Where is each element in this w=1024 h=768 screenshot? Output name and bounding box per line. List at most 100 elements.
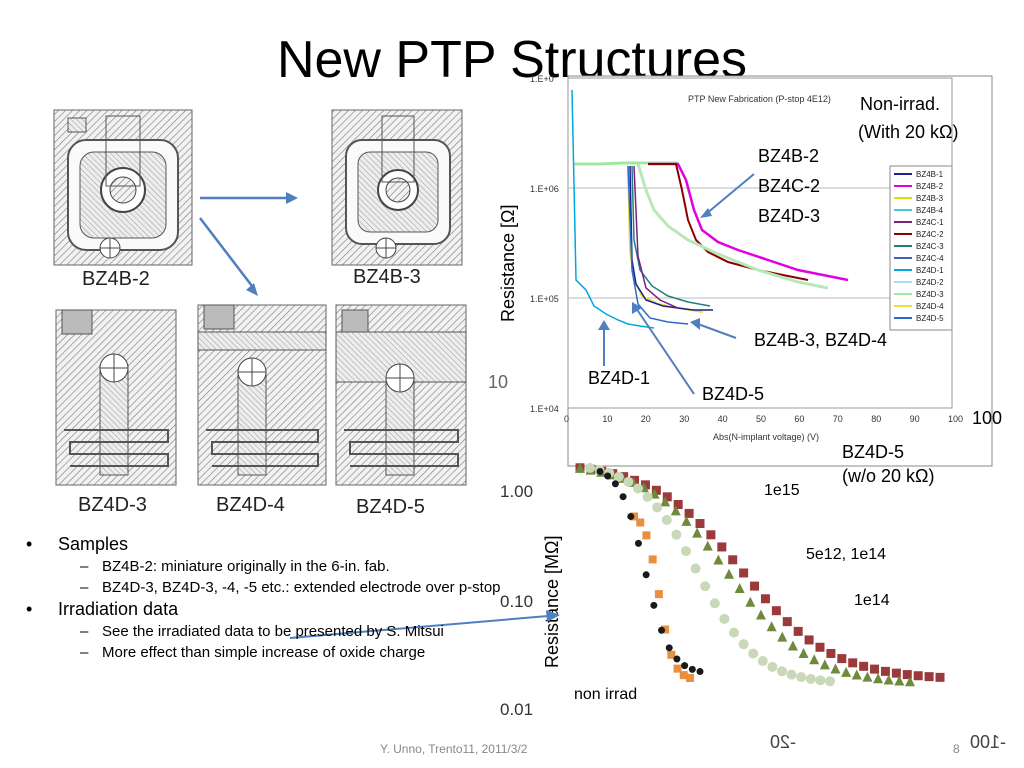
data-marker (804, 635, 814, 645)
data-marker (665, 644, 673, 652)
data-marker (642, 531, 651, 540)
data-marker (709, 598, 720, 609)
legend: BZ4B-1 BZ4B-2 BZ4B-3 BZ4B-4 BZ4C-1 BZ4C-2 BZ4C… (894, 170, 944, 323)
irradiated-data-markers (575, 462, 945, 687)
data-marker (848, 658, 858, 668)
data-marker (673, 499, 683, 509)
structure-label-bz4b-3: BZ4B-3 (353, 266, 421, 288)
legend-entry: BZ4D-4 (916, 302, 944, 311)
data-marker (611, 480, 619, 488)
annotation-bz4d-5-bottom: BZ4D-5 (842, 442, 905, 462)
data-marker (748, 648, 759, 659)
data-marker (815, 675, 826, 686)
annotation-1e14: 1e14 (854, 592, 890, 609)
x-tick-50: 50 (756, 414, 766, 424)
data-marker (695, 519, 705, 529)
data-marker (805, 673, 816, 684)
data-marker (894, 675, 905, 686)
data-marker (623, 476, 634, 487)
data-marker (777, 666, 787, 677)
x-tick-30: 30 (679, 414, 689, 424)
data-marker (681, 662, 689, 670)
data-marker (650, 601, 658, 609)
data-marker (613, 471, 624, 482)
top-resistance-plot: 1.E+0 1.E+06 1.E+05 1.E+04 0 10 20 30 40 50 60… (530, 74, 993, 467)
data-marker (777, 631, 788, 642)
data-marker (819, 659, 830, 670)
x-tick-70: 70 (833, 414, 843, 424)
annotation-with-20k: (With 20 kΩ) (858, 122, 959, 142)
data-marker (661, 625, 670, 634)
annotation-bz4b-2: BZ4B-2 (758, 146, 820, 166)
data-marker (719, 613, 730, 624)
y-tick-1e6: 1.E+06 (530, 184, 559, 194)
x-tick-100: 100 (948, 414, 963, 424)
data-marker (713, 554, 724, 565)
data-marker (662, 492, 672, 502)
data-marker (700, 581, 711, 592)
data-marker (825, 676, 835, 687)
data-marker (728, 555, 738, 565)
data-marker (642, 491, 653, 502)
data-marker (880, 666, 890, 676)
data-marker (692, 527, 703, 538)
data-marker (767, 661, 778, 672)
data-marker (809, 654, 820, 665)
data-marker (642, 571, 650, 579)
data-marker (786, 669, 797, 680)
data-marker (667, 650, 676, 659)
legend-entry: BZ4B-2 (916, 182, 944, 191)
x-tick-40: 40 (718, 414, 728, 424)
data-marker (935, 672, 945, 682)
structure-label-bz4d-3: BZ4D-3 (78, 494, 147, 516)
x-tick-0: 0 (564, 414, 569, 424)
data-marker (859, 661, 869, 671)
annotation-wo-20k: (w/o 20 kΩ) (842, 466, 935, 486)
data-marker (706, 530, 716, 540)
schematic-bz4d-4 (197, 304, 327, 486)
x-tick-10: 10 (602, 414, 612, 424)
data-marker (679, 671, 688, 680)
data-marker (724, 568, 735, 579)
bullet-samples-sub-1: BZ4B-2: miniature originally in the 6-in… (22, 557, 512, 576)
data-marker (681, 515, 692, 526)
data-marker (633, 483, 643, 494)
x-tick-60: 60 (794, 414, 804, 424)
annotation-5e12-1e14: 5e12, 1e14 (806, 546, 887, 563)
page-number: 8 (953, 742, 960, 756)
annotation-bz4c-2: BZ4C-2 (758, 176, 821, 196)
x-tick-90: 90 (910, 414, 920, 424)
x-ticks: 0 10 20 30 40 50 60 70 80 90 100 (564, 414, 963, 424)
data-marker (684, 508, 694, 518)
ptp-layout-schematics (53, 109, 467, 486)
data-marker (575, 462, 585, 473)
data-marker (891, 668, 901, 678)
data-marker (654, 590, 663, 599)
data-marker (924, 672, 934, 682)
data-marker (771, 606, 781, 616)
data-marker (658, 626, 666, 634)
x-tick-20: 20 (641, 414, 651, 424)
schematic-bz4d-5 (335, 304, 467, 486)
data-marker (717, 542, 727, 552)
data-marker (738, 639, 749, 650)
legend-entry: BZ4D-1 (916, 266, 944, 275)
legend-entry: BZ4C-2 (916, 230, 944, 239)
x-tick-80: 80 (871, 414, 881, 424)
data-marker (640, 480, 650, 490)
data-marker (905, 676, 915, 687)
legend-entry: BZ4D-5 (916, 314, 944, 323)
data-marker (652, 502, 663, 513)
annotation-bz4d-1: BZ4D-1 (588, 368, 651, 388)
legend-entry: BZ4B-1 (916, 170, 944, 179)
annotation-bz4d-3: BZ4D-3 (758, 206, 821, 226)
data-marker (787, 640, 798, 651)
data-marker (757, 656, 768, 667)
annotation-bz4d-5: BZ4D-5 (702, 384, 765, 404)
stray-tick-100: 100 (972, 408, 1003, 428)
data-marker (604, 472, 612, 480)
data-marker (673, 664, 682, 673)
structure-label-bz4b-2: BZ4B-2 (82, 268, 150, 290)
data-marker (760, 594, 770, 604)
data-marker (870, 664, 880, 674)
